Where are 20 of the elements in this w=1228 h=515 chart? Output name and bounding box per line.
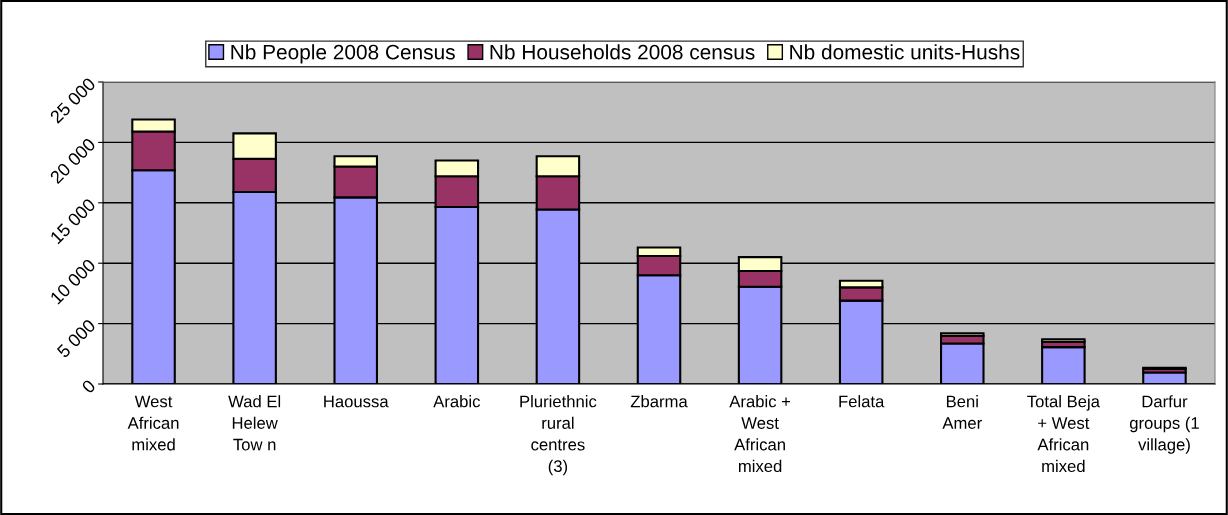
x-tick-label: Total Beja + West African mixed: [1027, 395, 1100, 473]
y-tick-label: 10 000: [49, 258, 97, 305]
x-tick-label: Wad El Helew Tow n: [228, 395, 281, 451]
x-tick-label: Zbarma: [630, 395, 688, 408]
y-tick-label: 0: [81, 378, 97, 395]
y-tick-label: 5 000: [56, 318, 97, 359]
x-tick-label: Felata: [839, 395, 885, 408]
x-tick-label: Arabic + West African mixed: [729, 395, 791, 473]
x-tick-label: Beni Amer: [942, 395, 982, 429]
legend-label: Nb People 2008 Census: [231, 44, 455, 64]
x-tick-label: West African mixed: [127, 395, 179, 451]
y-tick-label: 25 000: [49, 76, 97, 124]
x-tick-label: Pluriethnic rural centres (3): [520, 395, 597, 476]
legend-label: Nb Households 2008 census: [490, 44, 755, 60]
y-tick-label: 15 000: [49, 197, 97, 245]
x-tick-label: Arabic: [433, 395, 480, 408]
legend-label: Nb domestic units-Hushs: [790, 44, 1020, 60]
x-tick-label: Haoussa: [324, 395, 389, 408]
y-tick-label: 20 000: [49, 137, 97, 185]
x-tick-label: Darfur groups (1 village): [1129, 395, 1199, 454]
